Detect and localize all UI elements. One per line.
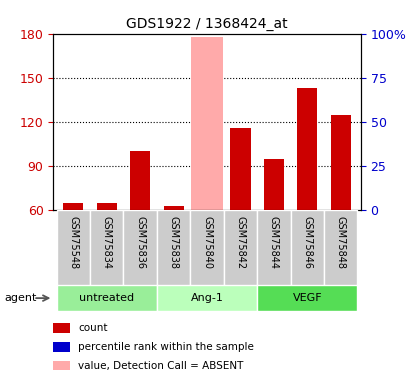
Bar bbox=[256, 210, 290, 285]
Bar bbox=[223, 210, 256, 285]
Bar bbox=[290, 210, 323, 285]
Bar bbox=[63, 202, 83, 210]
Text: untreated: untreated bbox=[79, 293, 134, 303]
Bar bbox=[263, 159, 283, 210]
Text: GSM75842: GSM75842 bbox=[235, 216, 245, 269]
Bar bbox=[157, 285, 256, 311]
Text: GSM75848: GSM75848 bbox=[335, 216, 345, 269]
Title: GDS1922 / 1368424_at: GDS1922 / 1368424_at bbox=[126, 17, 287, 32]
Text: GSM75846: GSM75846 bbox=[301, 216, 312, 269]
Text: value, Detection Call = ABSENT: value, Detection Call = ABSENT bbox=[78, 361, 243, 370]
Text: GSM75840: GSM75840 bbox=[202, 216, 211, 269]
Bar bbox=[256, 285, 357, 311]
Bar bbox=[163, 206, 183, 210]
Bar bbox=[56, 210, 90, 285]
Text: GSM75844: GSM75844 bbox=[268, 216, 278, 269]
Text: GSM75836: GSM75836 bbox=[135, 216, 145, 269]
Text: VEGF: VEGF bbox=[292, 293, 321, 303]
Text: Ang-1: Ang-1 bbox=[190, 293, 223, 303]
Text: GSM75838: GSM75838 bbox=[168, 216, 178, 269]
Bar bbox=[330, 114, 350, 210]
Bar bbox=[157, 210, 190, 285]
Bar bbox=[190, 210, 223, 285]
Bar bbox=[90, 210, 123, 285]
Bar bbox=[297, 88, 317, 210]
Bar bbox=[130, 151, 150, 210]
Text: agent: agent bbox=[4, 293, 36, 303]
Bar bbox=[56, 285, 157, 311]
Bar bbox=[230, 128, 250, 210]
Text: GSM75548: GSM75548 bbox=[68, 216, 78, 269]
Bar bbox=[97, 202, 117, 210]
Text: GSM75834: GSM75834 bbox=[101, 216, 112, 269]
Text: count: count bbox=[78, 323, 107, 333]
Bar bbox=[53, 323, 70, 333]
Bar bbox=[53, 361, 70, 370]
Bar bbox=[323, 210, 357, 285]
Bar bbox=[53, 342, 70, 352]
Bar bbox=[123, 210, 157, 285]
Text: percentile rank within the sample: percentile rank within the sample bbox=[78, 342, 253, 352]
Bar bbox=[191, 37, 222, 210]
